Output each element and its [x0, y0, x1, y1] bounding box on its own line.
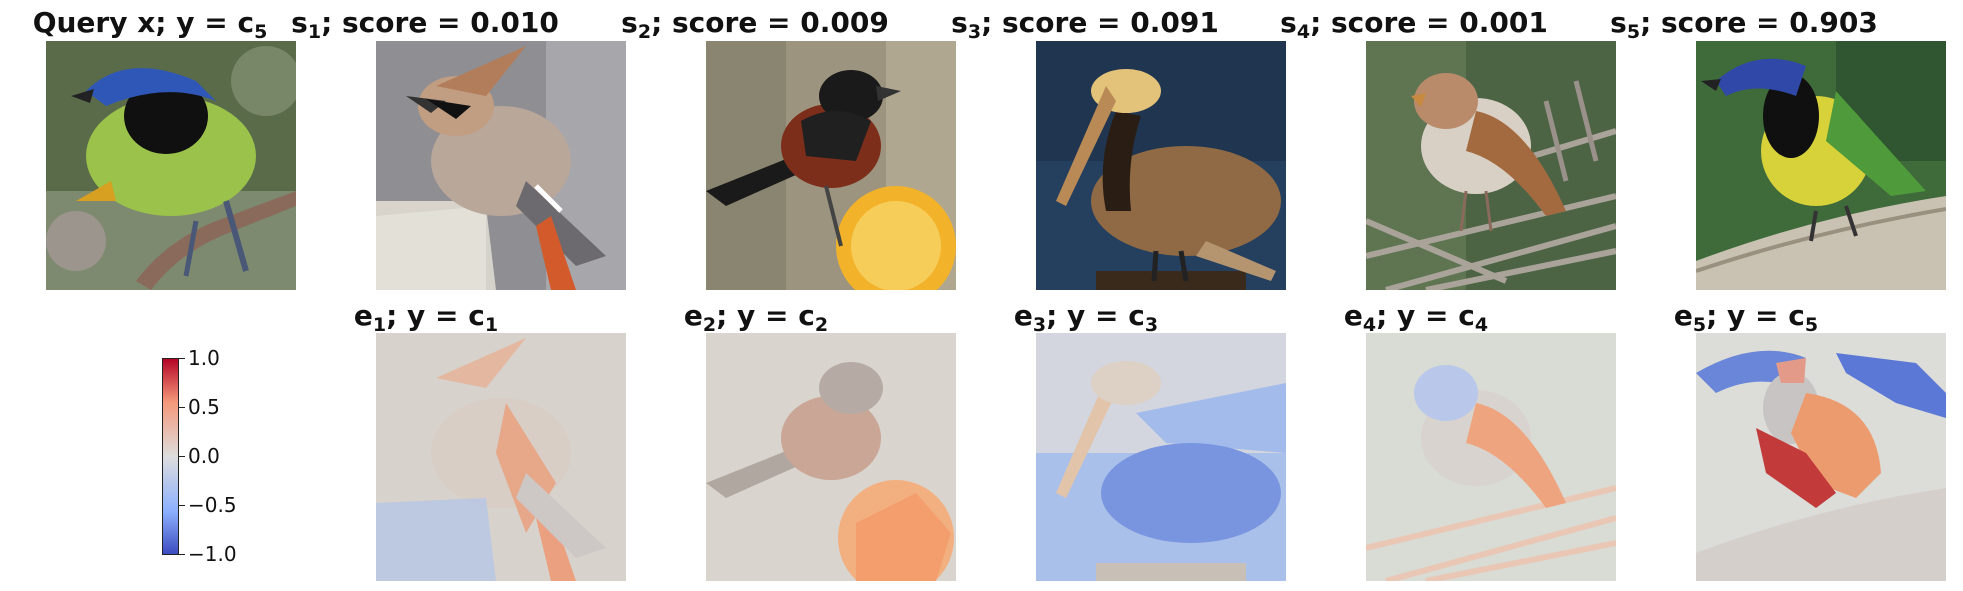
e4-map — [1366, 333, 1616, 581]
colorbar-tick-label: 0.0 — [188, 444, 220, 468]
colorbar-tick-mark — [179, 505, 185, 506]
title-s3: s3; score = 0.091 — [951, 6, 1219, 43]
title-s2: s2; score = 0.009 — [621, 6, 889, 43]
s3-image — [1036, 41, 1286, 290]
s4-image — [1366, 41, 1616, 290]
explanation-map-1 — [376, 333, 626, 581]
explanation-map-2 — [706, 333, 956, 581]
explanation-map-3 — [1036, 333, 1286, 581]
s5-image — [1696, 41, 1946, 290]
title-s1: s1; score = 0.010 — [291, 6, 559, 43]
waxwing-icon — [376, 41, 626, 290]
colorbar-tick-label: 0.5 — [188, 395, 220, 419]
colorbar-tick-label: 1.0 — [188, 346, 220, 370]
title-query: Query x; y = c5 — [32, 6, 268, 43]
query-image — [46, 41, 296, 290]
e1-map — [376, 333, 626, 581]
colorbar-tick-mark — [179, 456, 185, 457]
e2-map — [706, 333, 956, 581]
title-s5: s5; score = 0.903 — [1610, 6, 1878, 43]
e5-map — [1696, 333, 1946, 581]
green-jay-icon — [46, 41, 296, 290]
colorbar-tick-label: −1.0 — [188, 542, 237, 566]
colorbar-tick-mark — [179, 358, 185, 359]
title-e3: e3; y = c3 — [1013, 299, 1159, 336]
explanation-map-4 — [1366, 333, 1616, 581]
title-e1: e1; y = c1 — [353, 299, 499, 336]
oriole-icon — [706, 41, 956, 290]
explanation-map-5 — [1696, 333, 1946, 581]
colorbar-tick-label: −0.5 — [188, 493, 237, 517]
colorbar — [162, 358, 179, 555]
title-s4: s4; score = 0.001 — [1280, 6, 1548, 43]
s2-image — [706, 41, 956, 290]
green-jay-2-icon — [1696, 41, 1946, 290]
sparrow-icon — [1366, 41, 1616, 290]
title-e4: e4; y = c4 — [1343, 299, 1489, 336]
title-query-text: Query x; y — [32, 6, 195, 39]
title-e5: e5; y = c5 — [1673, 299, 1819, 336]
title-e2: e2; y = c2 — [683, 299, 829, 336]
pelican-icon — [1036, 41, 1286, 290]
colorbar-tick-mark — [179, 554, 185, 555]
s1-image — [376, 41, 626, 290]
colorbar-tick-mark — [179, 407, 185, 408]
e3-map — [1036, 333, 1286, 581]
